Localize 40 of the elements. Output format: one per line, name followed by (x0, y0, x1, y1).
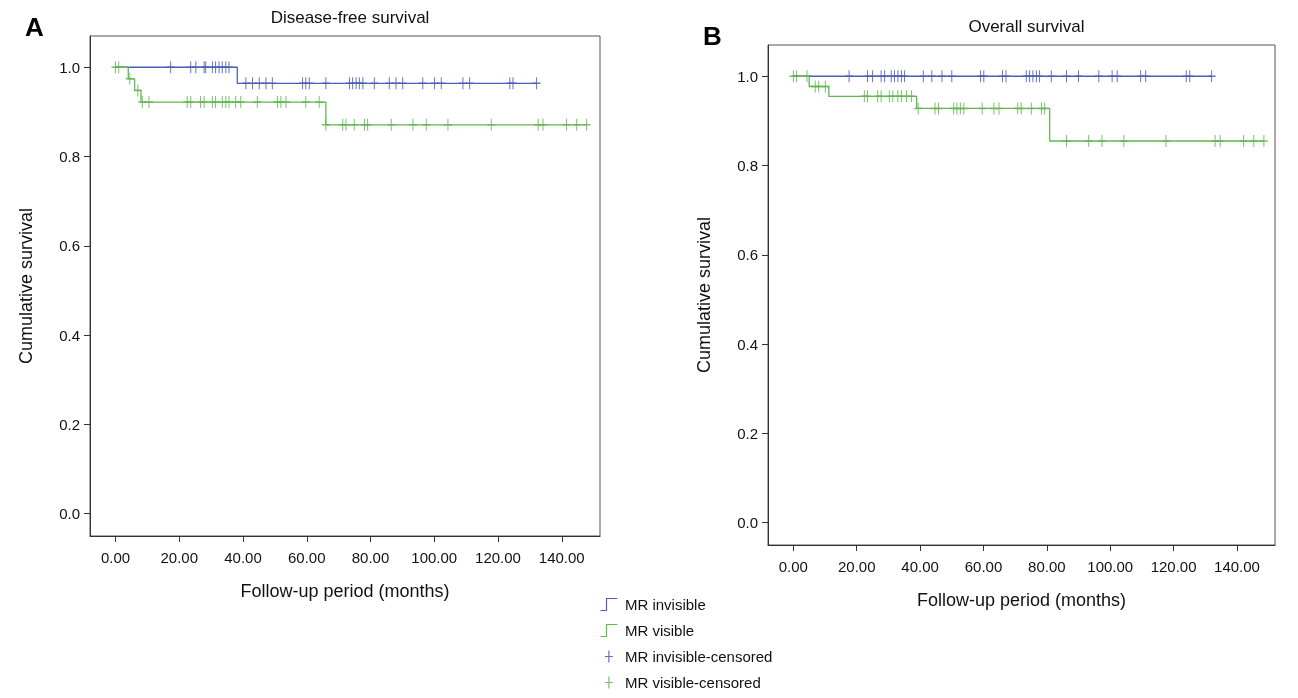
x-tick-label: 120.00 (475, 549, 521, 566)
x-tick-label: 0.00 (100, 549, 131, 566)
y-tick-label: 0.6 (59, 237, 80, 255)
x-tick-label: 120.00 (1150, 558, 1197, 575)
x-tick-label: 40.00 (224, 549, 262, 566)
y-tick-label: 0.6 (737, 246, 758, 264)
chart-title: Disease-free survival (270, 8, 430, 27)
x-tick-label: 140.00 (538, 549, 585, 566)
chart-title: Overall survival (968, 17, 1085, 36)
y-tick-label: 0.0 (737, 514, 758, 532)
legend-label: MR invisible (624, 596, 706, 613)
y-tick-label: 0.8 (737, 157, 758, 175)
legend-label: MR visible (624, 622, 695, 639)
y-tick-label: 0.8 (59, 148, 80, 166)
x-tick-label: 80.00 (1028, 558, 1066, 575)
text: B (703, 21, 722, 51)
x-tick-label: 20.00 (837, 558, 876, 575)
y-axis-title: Cumulative survival (16, 207, 36, 365)
y-tick-label: 1.0 (737, 67, 758, 85)
legend-label: MR visible-censored (624, 674, 761, 691)
x-tick-label: 60.00 (287, 549, 326, 566)
x-tick-label: 140.00 (1214, 558, 1260, 575)
y-tick-label: 0.0 (59, 505, 80, 523)
x-tick-label: 0.00 (778, 558, 808, 575)
y-tick-label: 1.0 (59, 58, 80, 76)
x-tick-label: 60.00 (964, 558, 1003, 575)
y-tick-label: 0.4 (59, 326, 80, 344)
x-tick-label: 100.00 (411, 549, 458, 566)
x-axis-title: Follow-up period (months) (916, 590, 1127, 610)
legend-label: MR invisible-censored (624, 648, 773, 665)
x-axis-title: Follow-up period (months) (240, 581, 450, 601)
y-axis-title: Cumulative survival (694, 216, 714, 374)
x-tick-label: 20.00 (160, 549, 199, 566)
y-tick-label: 0.2 (59, 415, 80, 433)
y-tick-label: 0.2 (737, 424, 758, 442)
x-tick-label: 40.00 (901, 558, 939, 575)
y-tick-label: 0.4 (737, 335, 758, 353)
text: A (25, 12, 44, 42)
x-tick-label: 100.00 (1087, 558, 1134, 575)
x-tick-label: 80.00 (351, 549, 390, 566)
